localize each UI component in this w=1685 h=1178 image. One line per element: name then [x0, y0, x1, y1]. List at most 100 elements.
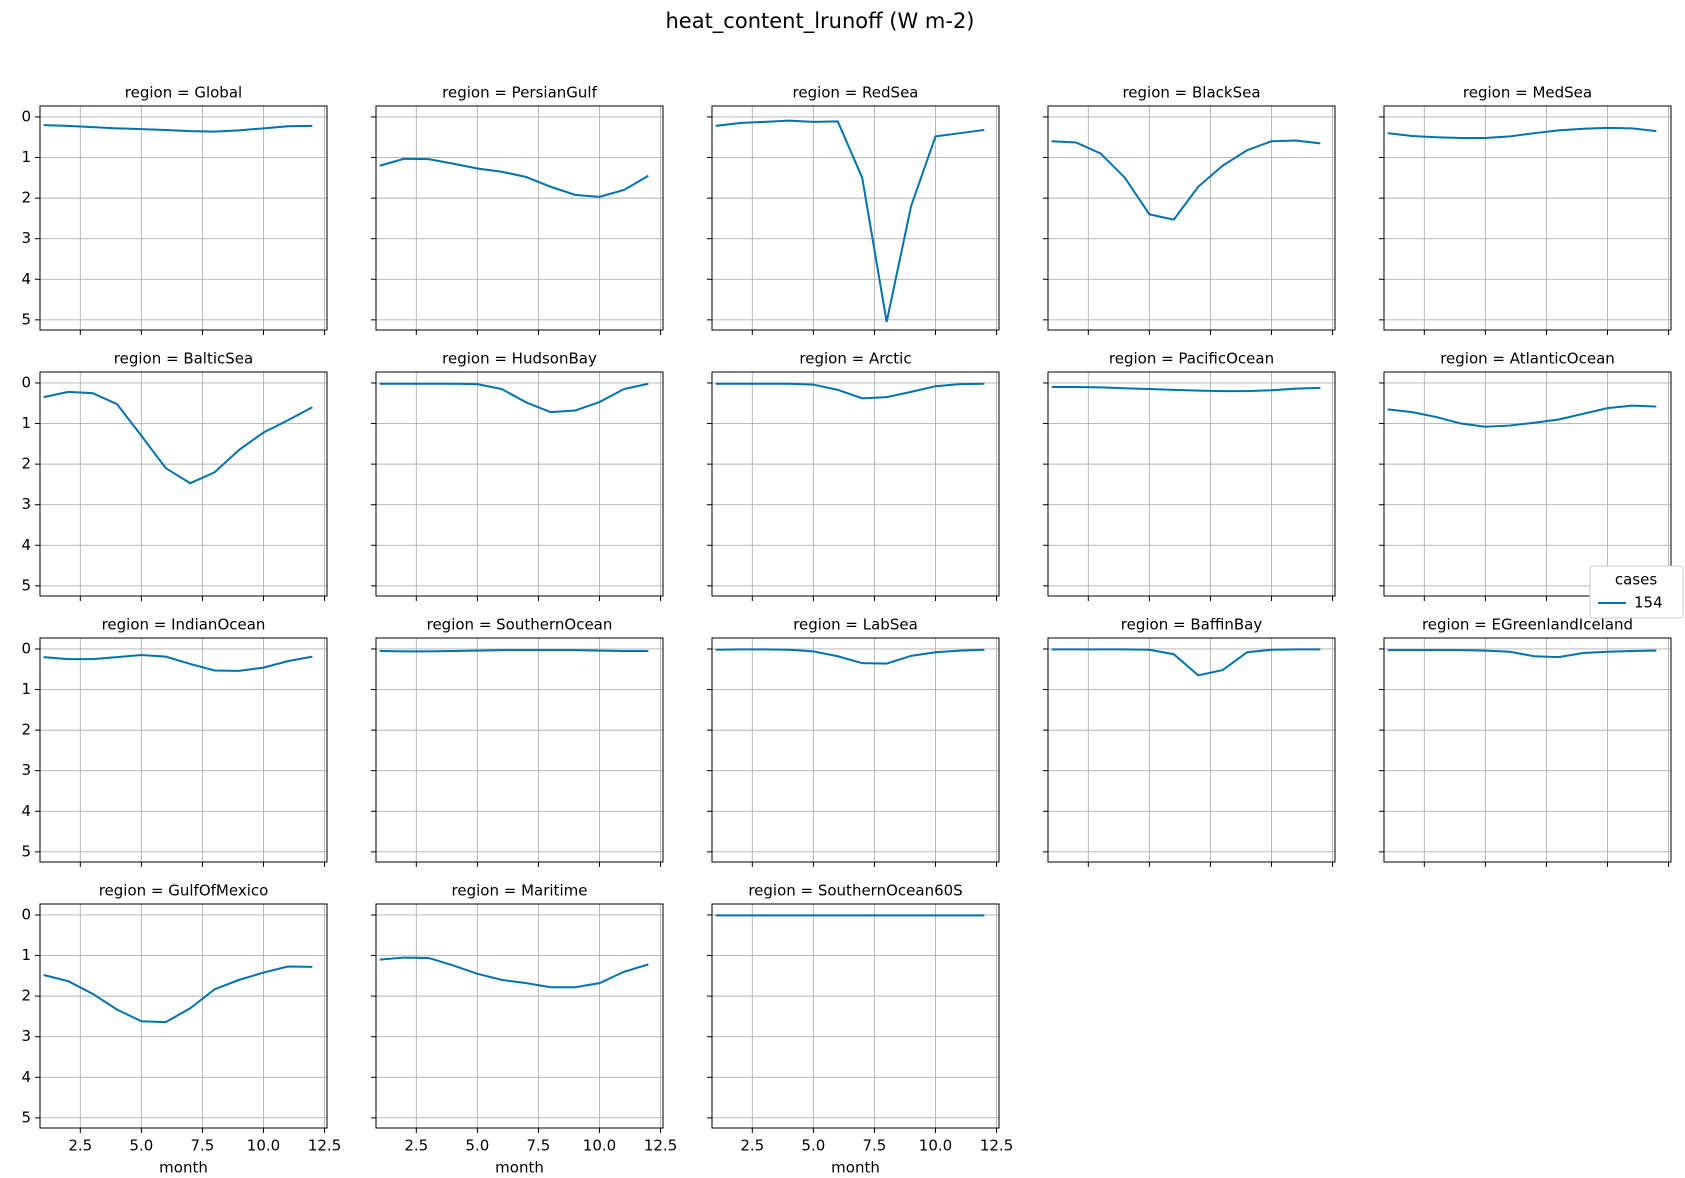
- y-tick-label: 4: [21, 536, 31, 554]
- axes-frame: [1383, 371, 1672, 597]
- y-tick-label: 0: [21, 107, 31, 125]
- x-tick-label: 7.5: [191, 1137, 215, 1155]
- axes-frame: [1383, 637, 1672, 863]
- x-tick-label: 10.0: [583, 1137, 616, 1155]
- legend-label: 154: [1634, 594, 1663, 612]
- axes-frame: [711, 903, 1000, 1129]
- data-line: [1051, 386, 1321, 393]
- y-tick-label: 3: [21, 1027, 31, 1045]
- x-tick-label: 2.5: [404, 1137, 428, 1155]
- axes-frame: [375, 105, 664, 331]
- x-tick-label: 10.0: [247, 1137, 280, 1155]
- data-line: [379, 649, 649, 653]
- y-tick-label: 2: [21, 987, 31, 1005]
- data-line: [43, 390, 313, 485]
- data-line: [1387, 649, 1657, 659]
- data-line: [1051, 139, 1321, 221]
- panel-title: region = Maritime: [452, 882, 588, 900]
- panel-title: region = PacificOcean: [1109, 350, 1274, 368]
- x-tick-label: 7.5: [863, 1137, 887, 1155]
- x-tick-label: 2.5: [740, 1137, 764, 1155]
- x-tick-label: 12.5: [980, 1137, 1013, 1155]
- y-tick-label: 1: [21, 680, 31, 698]
- axes-frame: [711, 371, 1000, 597]
- x-axis-label: month: [159, 1159, 208, 1177]
- data-line: [1387, 126, 1657, 140]
- y-tick-label: 2: [21, 721, 31, 739]
- y-tick-label: 3: [21, 229, 31, 247]
- x-tick-label: 12.5: [308, 1137, 341, 1155]
- x-tick-label: 5.0: [129, 1137, 153, 1155]
- panel-title: region = Global: [125, 84, 242, 102]
- data-line: [715, 119, 985, 323]
- y-tick-label: 2: [21, 455, 31, 473]
- legend-title: cases: [1615, 571, 1657, 589]
- axes-frame: [39, 105, 328, 331]
- axes-frame: [375, 637, 664, 863]
- x-tick-label: 5.0: [801, 1137, 825, 1155]
- y-tick-label: 3: [21, 495, 31, 513]
- y-tick-label: 4: [21, 270, 31, 288]
- y-tick-label: 1: [21, 946, 31, 964]
- panel-title: region = GulfOfMexico: [99, 882, 269, 900]
- axes-frame: [1047, 371, 1336, 597]
- data-line: [43, 124, 313, 133]
- y-tick-label: 5: [21, 1108, 31, 1126]
- x-tick-label: 10.0: [919, 1137, 952, 1155]
- data-line: [1051, 648, 1321, 677]
- y-tick-label: 0: [21, 639, 31, 657]
- panel-title: region = SouthernOcean: [427, 616, 613, 634]
- data-line: [715, 382, 985, 400]
- panel-title: region = PersianGulf: [442, 84, 597, 102]
- x-tick-label: 2.5: [68, 1137, 92, 1155]
- axes-frame: [1047, 105, 1336, 331]
- panel-title: region = EGreenlandIceland: [1422, 616, 1633, 634]
- data-line: [379, 157, 649, 198]
- y-tick-label: 5: [21, 310, 31, 328]
- y-tick-label: 0: [21, 905, 31, 923]
- panel-title: region = Arctic: [799, 350, 911, 368]
- panel-title: region = HudsonBay: [442, 350, 597, 368]
- panel-title: region = BaffinBay: [1121, 616, 1263, 634]
- x-tick-label: 12.5: [644, 1137, 677, 1155]
- data-line: [1387, 404, 1657, 428]
- panel-title: region = SouthernOcean60S: [748, 882, 962, 900]
- data-line: [43, 965, 313, 1024]
- y-tick-label: 0: [21, 373, 31, 391]
- axes-frame: [39, 903, 328, 1129]
- data-line: [715, 648, 985, 665]
- panel-title: region = BlackSea: [1122, 84, 1260, 102]
- data-line: [379, 956, 649, 989]
- axes-frame: [711, 105, 1000, 331]
- axes-frame: [1383, 105, 1672, 331]
- x-tick-label: 5.0: [465, 1137, 489, 1155]
- panel-title: region = BalticSea: [114, 350, 253, 368]
- axes-frame: [375, 371, 664, 597]
- panel-title: region = AtlanticOcean: [1440, 350, 1615, 368]
- figure-title: heat_content_lrunoff (W m-2): [665, 9, 974, 34]
- y-tick-label: 5: [21, 842, 31, 860]
- x-axis-label: month: [495, 1159, 544, 1177]
- x-tick-label: 7.5: [527, 1137, 551, 1155]
- legend-box: [1589, 565, 1684, 619]
- y-tick-label: 1: [21, 148, 31, 166]
- y-tick-label: 4: [21, 1068, 31, 1086]
- y-tick-label: 5: [21, 576, 31, 594]
- legend: cases 154: [1589, 565, 1684, 619]
- panel-title: region = RedSea: [793, 84, 919, 102]
- x-axis-label: month: [831, 1159, 880, 1177]
- axes-frame: [711, 637, 1000, 863]
- panel-title: region = IndianOcean: [102, 616, 266, 634]
- data-line: [379, 382, 649, 414]
- axes-frame: [39, 637, 328, 863]
- y-tick-label: 3: [21, 761, 31, 779]
- data-line: [43, 654, 313, 672]
- axes-frame: [39, 371, 328, 597]
- y-tick-label: 4: [21, 802, 31, 820]
- panel-title: region = MedSea: [1463, 84, 1592, 102]
- axes-frame: [375, 903, 664, 1129]
- panel-title: region = LabSea: [793, 616, 918, 634]
- y-tick-label: 1: [21, 414, 31, 432]
